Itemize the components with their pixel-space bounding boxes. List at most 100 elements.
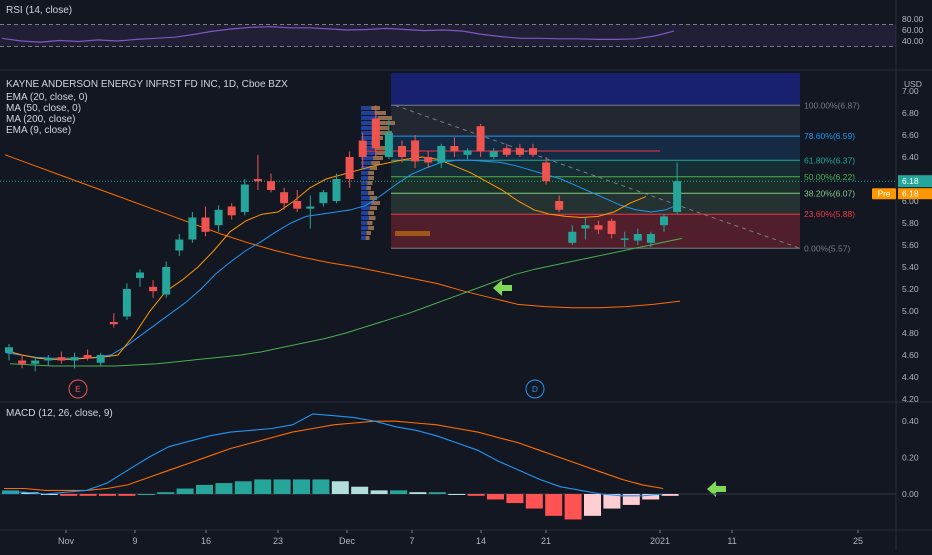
macd-histogram-bar — [487, 494, 504, 500]
macd-histogram-bar — [622, 494, 640, 505]
candle — [515, 143, 524, 157]
fib-zone — [391, 105, 800, 137]
macd-histogram-bar — [40, 494, 58, 495]
macd-histogram-bar — [351, 486, 369, 494]
candle — [83, 349, 92, 361]
candle-body — [5, 347, 13, 353]
candle-body — [371, 118, 380, 149]
volume-profile-bar — [361, 171, 374, 175]
time-tick-label: 2021 — [650, 536, 670, 546]
time-tick-label: 14 — [476, 536, 486, 546]
macd-histogram-bar — [60, 494, 78, 496]
macd-histogram-bar — [137, 494, 155, 495]
fib-zone — [391, 193, 800, 215]
candle-body — [188, 217, 197, 240]
candle — [489, 148, 498, 160]
macd-tick-label: 0.20 — [902, 453, 919, 463]
candle-body — [633, 234, 642, 241]
fib-level-label: 0.00%(5.57) — [804, 243, 850, 253]
price-tick-label: 5.80 — [902, 218, 919, 228]
volume-profile-bar-up — [369, 206, 377, 210]
candle — [437, 143, 446, 168]
volume-profile-bar — [361, 111, 386, 115]
candle-body — [542, 162, 551, 182]
candle-body — [581, 225, 590, 229]
candle — [502, 143, 511, 157]
rsi-tick-label: 60.00 — [902, 25, 924, 35]
volume-profile-bar — [361, 196, 377, 200]
price-tick-label: 7.00 — [902, 86, 919, 96]
candle — [31, 357, 40, 372]
macd-histogram-bar — [234, 481, 252, 494]
volume-profile-bar — [361, 206, 377, 210]
candle-body — [175, 239, 184, 251]
candle — [568, 225, 577, 245]
volume-profile-bar — [361, 236, 370, 240]
last-price-tag — [898, 175, 932, 188]
candle-body — [306, 206, 315, 209]
macd-histogram-bar — [545, 494, 563, 516]
candle-body — [463, 150, 472, 155]
volume-profile-bar — [361, 166, 377, 170]
last-price-value: 6.18 — [902, 176, 919, 186]
price-tick-label: 4.60 — [902, 350, 919, 360]
candle-body — [358, 140, 367, 157]
candle-body — [319, 192, 328, 204]
volume-profile-bar-up — [371, 161, 380, 165]
candle-body — [673, 181, 682, 212]
volume-profile-bar — [361, 221, 373, 225]
candle-body — [660, 216, 668, 226]
candle — [162, 261, 171, 298]
candle — [555, 195, 564, 212]
price-tick-label: 4.40 — [902, 372, 919, 382]
legend-ma200: MA (200, close) — [6, 114, 76, 125]
volume-profile-bar — [361, 186, 371, 190]
candle — [411, 135, 420, 168]
ema9-line — [5, 156, 647, 360]
legend-ema9: EMA (9, close) — [6, 125, 72, 136]
macd-histogram-bar — [118, 494, 136, 496]
fib-zone — [391, 136, 800, 161]
candle — [240, 179, 249, 216]
legend-ma50: MA (50, close, 0) — [6, 103, 82, 114]
candle-body — [502, 148, 511, 155]
indicator-legend: EMA (20, close, 0) MA (50, close, 0) MA … — [6, 92, 88, 136]
candle — [227, 203, 236, 220]
volume-profile-bar — [361, 226, 374, 230]
price-tick-label: 4.80 — [902, 328, 919, 338]
macd-histogram-bar — [603, 494, 621, 509]
macd-histogram-bar — [254, 479, 272, 494]
volume-profile-bar-up — [368, 216, 376, 220]
candle-body — [293, 201, 302, 209]
time-tick-label: 23 — [273, 536, 283, 546]
fib-level-label: 38.20%(6.07) — [804, 188, 855, 198]
volume-profile-bar — [361, 216, 376, 220]
candle-body — [83, 355, 92, 359]
candle — [476, 124, 485, 157]
candle — [214, 205, 223, 232]
price-tick-label: 5.60 — [902, 240, 919, 250]
macd-histogram-bar — [215, 483, 233, 494]
volume-profile-bar-up — [379, 121, 395, 125]
candle — [384, 118, 393, 160]
dividend-marker — [525, 379, 545, 399]
candle — [332, 173, 341, 204]
candle-body — [450, 146, 459, 152]
candle-body — [201, 217, 210, 232]
candle — [201, 206, 210, 237]
candle — [581, 217, 590, 240]
time-tick-label: 9 — [132, 536, 137, 546]
volume-profile-bar — [361, 231, 371, 235]
candle — [267, 173, 275, 193]
candle — [293, 190, 302, 212]
time-tick-label: 7 — [409, 536, 414, 546]
candle — [188, 212, 197, 243]
volume-profile-bar-up — [371, 201, 380, 205]
candle-body — [332, 179, 341, 201]
candle-body — [162, 267, 171, 295]
volume-profile-bar-up — [376, 151, 389, 155]
candle-body — [70, 357, 79, 361]
volume-profile-bar-up — [378, 116, 392, 120]
fib-zone — [391, 214, 800, 249]
